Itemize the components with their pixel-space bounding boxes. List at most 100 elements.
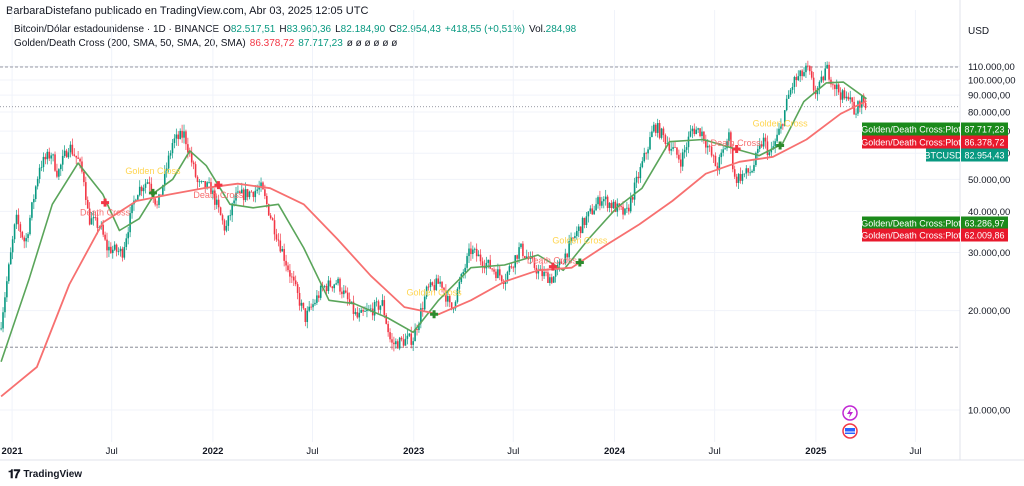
candle-body [38,167,41,179]
time-tick-label: Jul [106,446,118,457]
indicator-value-slow: 86.378,72 [249,38,295,49]
candle-body [29,217,31,235]
candle-body [148,182,151,184]
candle-body [481,261,484,267]
candle-body [545,271,547,273]
price-value-text: 87.717,23 [964,125,1004,135]
candle-body [23,237,26,242]
candle-body [296,284,299,293]
candle-body [88,208,91,225]
candle-body [552,276,555,283]
tradingview-footer[interactable]: 𝟏𝟕 TradingView [8,467,82,482]
candle-body [237,191,239,193]
candle-body [273,220,276,235]
candle-body [458,281,461,289]
candle-body [464,267,466,273]
candle-body [708,145,711,147]
candle-body [757,148,759,153]
candle-body [468,248,470,257]
plot-name-tag [862,216,960,230]
candle-body [448,296,451,303]
candle-body [389,332,391,340]
candle-body [360,309,362,313]
death-cross-marker [548,262,557,271]
candle-body [192,162,195,165]
price-value-tag [961,135,1008,149]
candle-body [6,281,8,298]
candle-body [787,94,790,99]
candle-body [753,165,755,172]
candle-body [137,195,139,200]
candle-body [142,187,145,192]
candle-body [651,131,653,138]
candle-body [113,244,116,250]
candle-body [83,171,85,183]
candle-body [593,210,595,215]
symbol-legend-row[interactable]: Bitcoin/Dólar estadounidense · 1D · BINA… [14,23,576,37]
close-value: C82.954,43 [389,24,441,35]
candle-body [2,312,4,329]
candle-body [674,147,676,148]
candle-body [233,200,235,204]
candle-body [318,295,320,298]
event-icons[interactable] [842,405,858,439]
candle-body [828,64,830,80]
candle-body [50,155,52,159]
candle-body [271,218,274,221]
golden-cross-marker [430,310,439,319]
candle-body [331,286,334,289]
candle-body [169,153,172,156]
candle-body [714,155,717,167]
candle-body [396,341,399,349]
candle-body [188,152,191,154]
candle-body [212,190,214,195]
candle-body [576,230,578,237]
price-labels: Golden/Death Cross:Plot 87.717,23Golden/D… [861,122,1008,242]
candle-body [768,152,771,156]
candle-body [641,161,644,167]
candle-body [63,150,66,156]
candle-body [587,211,590,217]
candle-body [285,260,287,266]
candle-body [789,89,792,95]
candle-body [150,183,153,192]
candle-body [860,95,863,108]
death-cross-label: Death Cross [80,208,131,218]
candle-body [589,208,592,212]
candle-body [647,149,649,154]
golden-cross-marker [776,141,785,150]
candle-body [8,264,10,282]
candle-body [585,216,588,225]
candle-body [691,128,694,132]
candle-body [202,181,205,182]
candle-body [316,295,318,303]
candle-body [319,285,322,298]
candle-body [562,263,565,265]
change-value: +418,55 (+0,51%) [444,24,525,35]
candle-body [377,301,380,310]
candle-body [537,269,540,274]
lightning-bolt-icon [847,408,853,418]
candle-body [487,259,490,263]
candle-body [554,269,557,277]
candle-body [653,124,655,132]
candle-body [306,310,309,323]
candle-body [810,71,813,78]
indicator-legend-row[interactable]: Golden/Death Cross (200, SMA, 50, SMA, 2… [14,37,576,51]
horizontal-lines [0,66,960,348]
golden-cross-marker [575,258,584,267]
candle-body [373,302,376,316]
time-axis[interactable]: 2021 Jul 2022 Jul 2023 Jul 2024 Jul 2025 Jul [0,446,1024,461]
candle-body [418,323,420,330]
candle-body [780,124,782,129]
candle-body [225,225,228,231]
candle-body [772,146,775,149]
candle-body [402,339,405,346]
candle-body [776,134,778,142]
candle-body [737,173,740,183]
price-value-tag [961,148,1008,162]
golden-cross-label: Golden Cross [552,235,608,245]
candle-body [410,333,413,345]
candle-body [539,268,542,270]
